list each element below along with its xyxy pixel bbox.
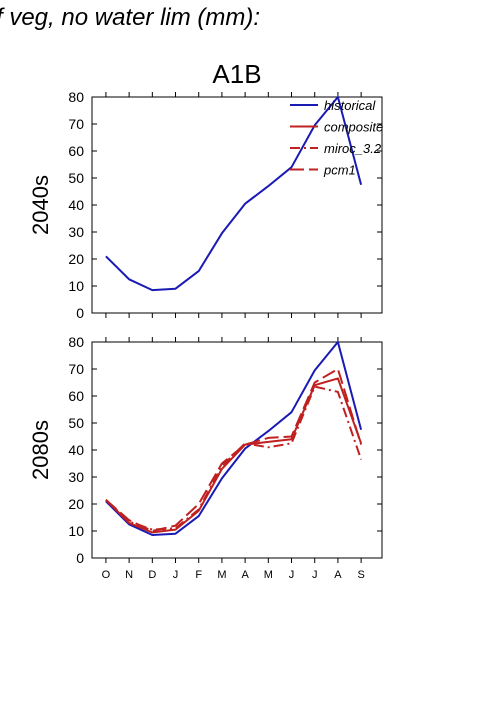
y-tick-label: 60 xyxy=(68,388,84,404)
x-tick-label: A xyxy=(241,569,249,581)
y-tick-label: 50 xyxy=(68,170,84,186)
y-tick-label: 50 xyxy=(68,415,84,431)
legend-label: miroc_3.2 xyxy=(324,141,382,156)
legend-label: composite xyxy=(324,120,383,135)
page-title: f veg, no water lim (mm): xyxy=(0,4,261,31)
x-tick-label: D xyxy=(148,569,156,581)
y-tick-label: 0 xyxy=(76,305,84,321)
series-line-historical xyxy=(105,96,363,292)
x-tick-label: J xyxy=(173,569,179,581)
y-tick-label: 70 xyxy=(68,361,84,377)
y-tick-label: 40 xyxy=(68,197,84,213)
y-tick-label: 10 xyxy=(68,278,84,294)
y-tick-label: 20 xyxy=(68,496,84,512)
chart-panel-2: 2080s 0 10 20 30 40 50 60 70 80 O N D J F M A M J J A S xyxy=(28,334,383,581)
y-tick-label: 80 xyxy=(68,89,84,105)
x-tick-label: M xyxy=(264,569,273,581)
y-tick-label: 10 xyxy=(68,523,84,539)
y-tick-label: 60 xyxy=(68,143,84,159)
legend-label: historical xyxy=(324,98,376,113)
x-tick-label: J xyxy=(289,569,295,581)
y-axis-label: 2080s xyxy=(28,420,53,480)
x-tick-label: N xyxy=(125,569,133,581)
y-tick-label: 30 xyxy=(68,469,84,485)
x-tick-label: S xyxy=(357,569,364,581)
y-tick-label: 0 xyxy=(76,550,84,566)
series-line-historical xyxy=(105,341,363,536)
y-tick-label: 20 xyxy=(68,251,84,267)
chart-panel-1: A1B 2040s 0 10 20 30 40 50 60 70 80 historical compo… xyxy=(28,59,383,321)
legend-label: pcm1 xyxy=(323,163,356,178)
series-line-composite xyxy=(105,377,363,534)
y-axis-label: 2040s xyxy=(28,175,53,235)
chart-title: A1B xyxy=(212,59,261,89)
x-tick-label: A xyxy=(334,569,342,581)
x-tick-label: J xyxy=(312,569,318,581)
x-tick-label: M xyxy=(217,569,226,581)
series-line-pcm1 xyxy=(105,368,363,532)
y-tick-label: 40 xyxy=(68,442,84,458)
y-tick-label: 80 xyxy=(68,334,84,350)
x-tick-label: F xyxy=(195,569,202,581)
x-tick-label: O xyxy=(102,569,111,581)
y-tick-label: 70 xyxy=(68,116,84,132)
y-tick-label: 30 xyxy=(68,224,84,240)
